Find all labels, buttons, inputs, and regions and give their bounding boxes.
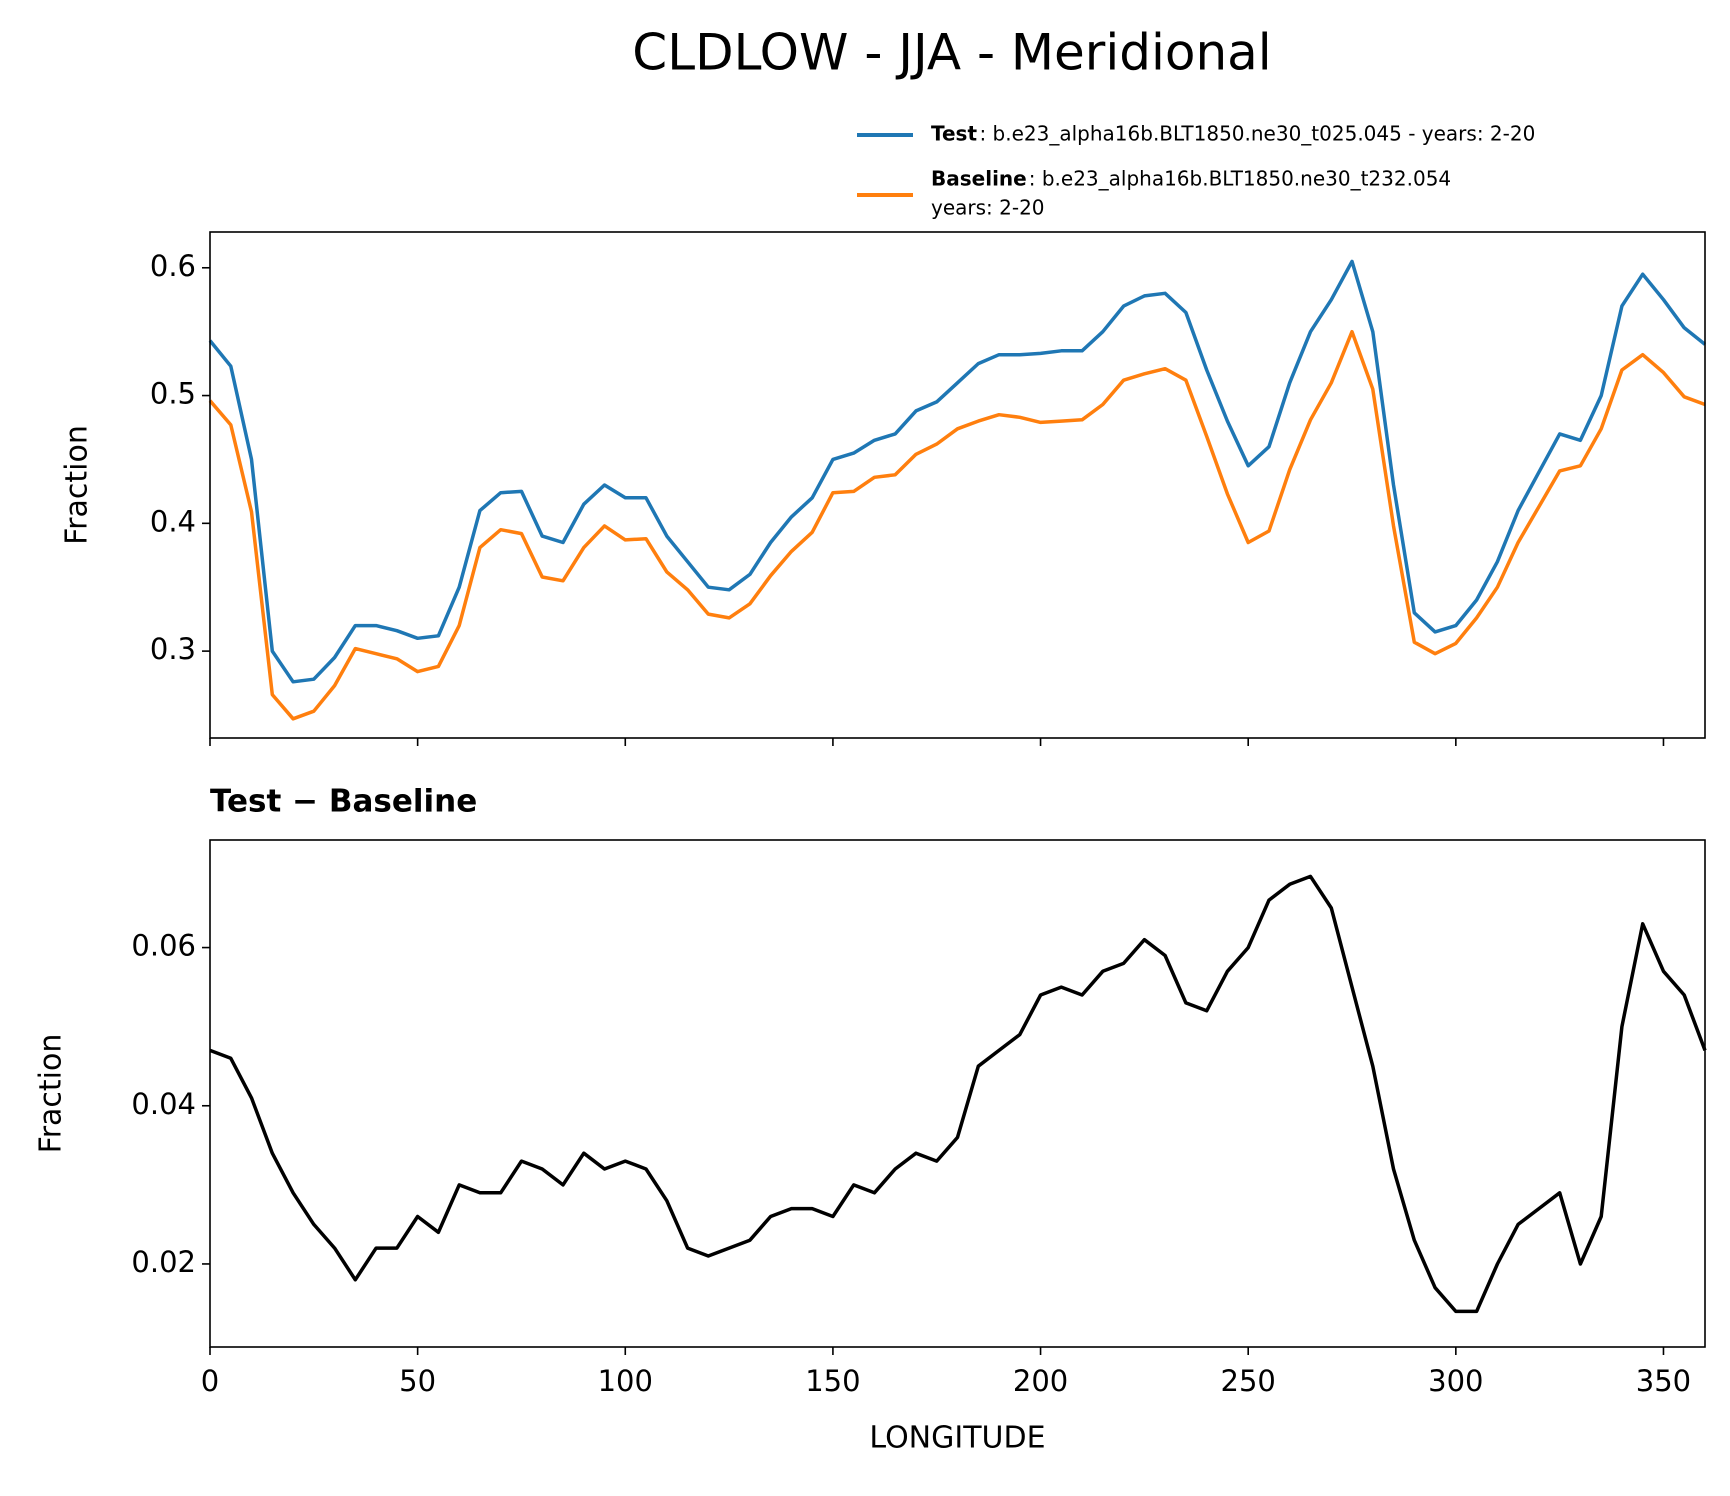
y-tick-label: 0.4 xyxy=(150,504,196,538)
y-tick-label: 0.3 xyxy=(150,632,196,666)
x-tick-label: 200 xyxy=(1013,1364,1068,1398)
y-tick-label: 0.5 xyxy=(150,377,196,411)
series-line xyxy=(208,259,1707,684)
x-tick-label: 0 xyxy=(201,1364,219,1398)
plot-frame xyxy=(209,231,1706,739)
legend-description: : b.e23_alpha16b.BLT1850.ne30_t025.045 -… xyxy=(979,122,1535,146)
x-tick-label: 350 xyxy=(1636,1364,1691,1398)
y-axis-label: Fraction xyxy=(34,1034,69,1154)
y-tick-label: 0.6 xyxy=(150,249,196,283)
x-tick-label: 150 xyxy=(805,1364,860,1398)
y-tick-label: 0.06 xyxy=(131,929,196,963)
figure-title: CLDLOW - JJA - Meridional xyxy=(632,24,1271,82)
panel-title: Test − Baseline xyxy=(210,784,477,820)
legend-label: Baseline xyxy=(931,167,1027,191)
x-tick-label: 250 xyxy=(1221,1364,1276,1398)
x-tick-label: 50 xyxy=(399,1364,436,1398)
legend-description: : b.e23_alpha16b.BLT1850.ne30_t232.054 xyxy=(1029,167,1451,191)
x-tick-label: 100 xyxy=(598,1364,653,1398)
legend-description: years: 2-20 xyxy=(931,196,1045,220)
y-axis-label: Fraction xyxy=(60,425,95,545)
plot-frame xyxy=(209,839,1706,1348)
x-tick-label: 300 xyxy=(1428,1364,1483,1398)
y-tick-label: 0.04 xyxy=(131,1087,196,1121)
x-axis-label: LONGITUDE xyxy=(869,1421,1045,1456)
series-line xyxy=(208,329,1706,721)
y-tick-label: 0.02 xyxy=(131,1245,196,1279)
legend-label: Test xyxy=(931,122,977,146)
series-line xyxy=(209,874,1707,1314)
